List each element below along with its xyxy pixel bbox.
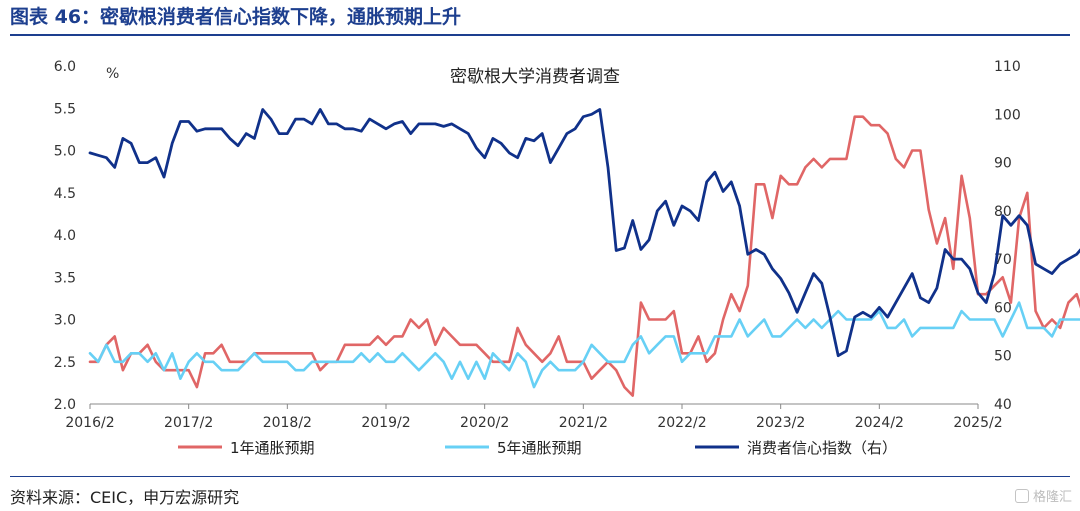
x-tick-label: 2018/2 <box>263 415 312 431</box>
x-tick-label: 2023/2 <box>756 415 805 431</box>
left-tick-label: 4.5 <box>54 186 76 202</box>
x-tick-label: 2025/2 <box>953 415 1002 431</box>
legend-label: 1年通胀预期 <box>230 439 315 457</box>
left-tick-label: 5.0 <box>54 144 76 160</box>
title-divider <box>10 34 1070 36</box>
x-tick-label: 2021/2 <box>559 415 608 431</box>
right-tick-label: 100 <box>994 107 1021 123</box>
x-tick-label: 2016/2 <box>65 415 114 431</box>
series-line-5y-inflation <box>88 301 1080 389</box>
right-tick-label: 110 <box>994 59 1021 75</box>
x-tick-label: 2024/2 <box>855 415 904 431</box>
left-tick-label: 6.0 <box>54 59 76 75</box>
left-tick-label: 5.5 <box>54 101 76 117</box>
watermark: 格隆汇 <box>1014 486 1072 505</box>
left-tick-label: 2.5 <box>54 355 76 371</box>
x-tick-label: 2020/2 <box>460 415 509 431</box>
footer-divider <box>10 476 1070 477</box>
left-tick-label: 3.5 <box>54 270 76 286</box>
right-tick-label: 80 <box>994 204 1012 220</box>
right-tick-label: 70 <box>994 252 1012 268</box>
left-tick-label: 4.0 <box>54 228 76 244</box>
legend-label: 消费者信心指数（右） <box>747 439 897 457</box>
right-tick-label: 60 <box>994 300 1012 316</box>
series-line-1y-inflation <box>88 115 1080 397</box>
right-tick-label: 90 <box>994 156 1012 172</box>
left-tick-label: 2.0 <box>54 397 76 413</box>
right-tick-label: 40 <box>994 397 1012 413</box>
right-tick-label: 50 <box>994 349 1012 365</box>
x-tick-label: 2019/2 <box>361 415 410 431</box>
left-axis-unit: % <box>106 66 119 82</box>
x-tick-label: 2022/2 <box>657 415 706 431</box>
left-tick-label: 3.0 <box>54 313 76 329</box>
source-note: 资料来源：CEIC，申万宏源研究 <box>10 488 240 507</box>
chart-title: 密歇根大学消费者调查 <box>450 67 620 87</box>
watermark-text: 格隆汇 <box>1032 490 1072 505</box>
series-line-sentiment <box>88 108 1080 358</box>
x-tick-label: 2017/2 <box>164 415 213 431</box>
figure-title: 图表 46：密歇根消费者信心指数下降，通胀预期上升 <box>10 6 462 28</box>
watermark-logo-icon <box>1014 489 1029 503</box>
legend-label: 5年通胀预期 <box>497 439 582 457</box>
chart: 密歇根大学消费者调查 % 2.0 2.5 3.0 3.5 4.0 4.5 5.0 5.5 6.0… <box>54 59 1080 457</box>
